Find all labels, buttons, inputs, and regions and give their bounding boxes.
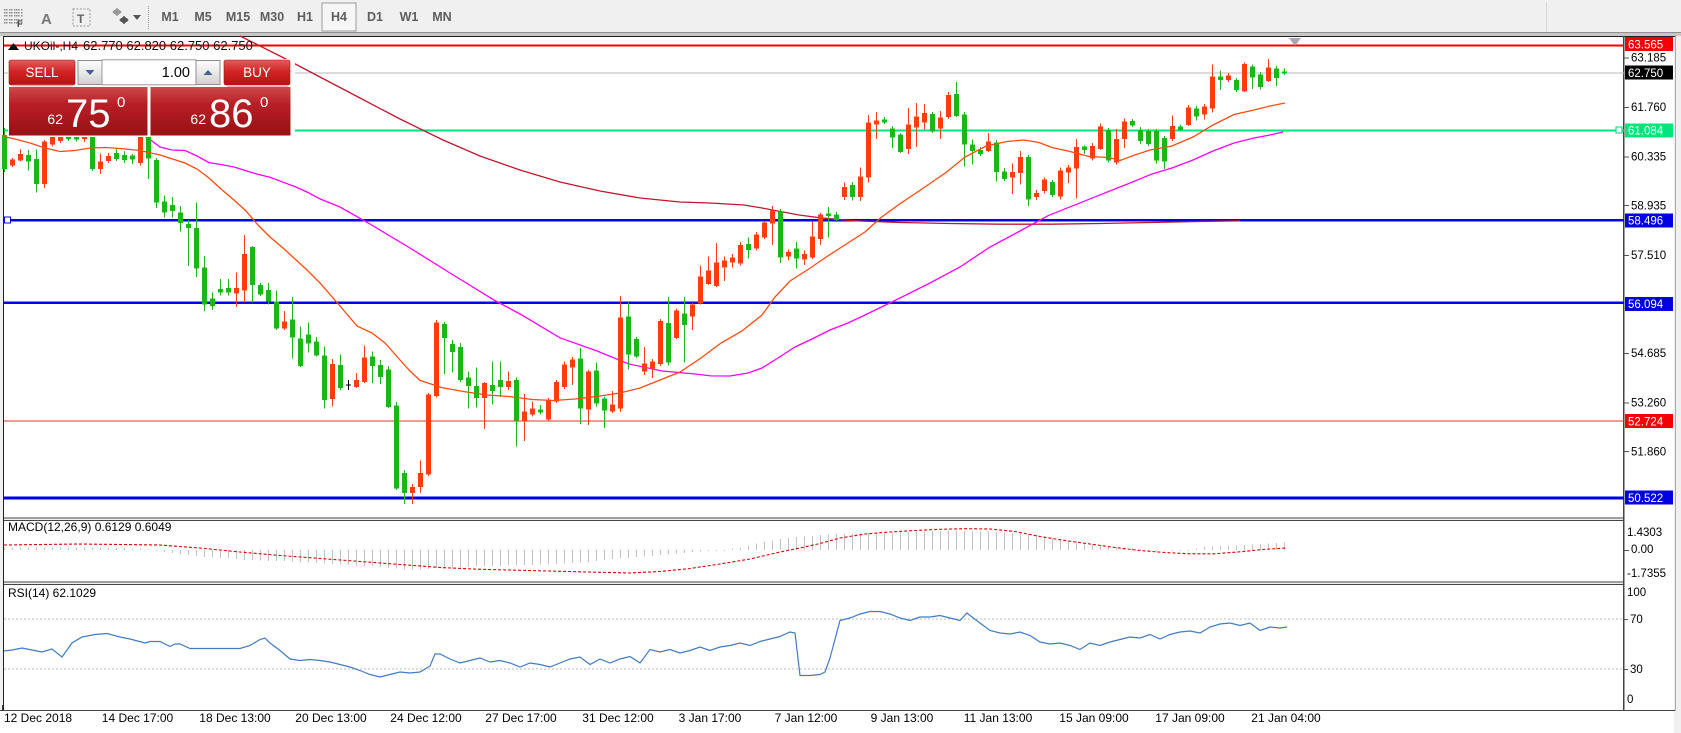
- svg-text:62: 62: [47, 111, 63, 127]
- svg-text:H4: H4: [331, 10, 347, 24]
- svg-text:61.084: 61.084: [1628, 126, 1664, 138]
- svg-text:100: 100: [1627, 587, 1646, 599]
- svg-text:MACD(12,26,9) 0.6129 0.6049: MACD(12,26,9) 0.6129 0.6049: [8, 520, 172, 534]
- svg-text:62.750: 62.750: [1628, 68, 1663, 80]
- svg-text:9 Jan 13:00: 9 Jan 13:00: [871, 711, 934, 725]
- svg-text:56.094: 56.094: [1628, 299, 1664, 311]
- svg-text:H1: H1: [297, 10, 313, 24]
- svg-text:3 Jan 17:00: 3 Jan 17:00: [679, 711, 742, 725]
- svg-text:W1: W1: [400, 10, 419, 24]
- svg-text:70: 70: [1630, 614, 1643, 626]
- svg-text:0: 0: [117, 94, 125, 111]
- svg-text:31 Dec 12:00: 31 Dec 12:00: [582, 711, 654, 725]
- svg-text:50.522: 50.522: [1628, 493, 1663, 505]
- svg-text:24 Dec 12:00: 24 Dec 12:00: [390, 711, 462, 725]
- svg-text:63.185: 63.185: [1631, 53, 1666, 65]
- svg-text:18 Dec 13:00: 18 Dec 13:00: [199, 711, 271, 725]
- svg-text:53.260: 53.260: [1631, 398, 1666, 410]
- svg-text:M15: M15: [226, 10, 250, 24]
- svg-text:T: T: [77, 12, 85, 26]
- svg-text:58.935: 58.935: [1631, 200, 1666, 212]
- svg-text:0: 0: [1627, 694, 1633, 706]
- svg-text:0.00: 0.00: [1631, 544, 1653, 556]
- svg-text:M5: M5: [194, 10, 211, 24]
- svg-text:D1: D1: [367, 10, 383, 24]
- svg-text:60.335: 60.335: [1631, 152, 1666, 164]
- svg-text:17 Jan 09:00: 17 Jan 09:00: [1155, 711, 1225, 725]
- svg-text:63.565: 63.565: [1628, 39, 1663, 51]
- svg-text:21 Jan 04:00: 21 Jan 04:00: [1251, 711, 1321, 725]
- svg-text:57.510: 57.510: [1631, 250, 1666, 262]
- svg-text:1.4303: 1.4303: [1627, 527, 1662, 539]
- svg-text:1.00: 1.00: [162, 65, 190, 81]
- svg-text:30: 30: [1630, 664, 1643, 676]
- svg-text:SELL: SELL: [25, 65, 59, 80]
- svg-text:M1: M1: [161, 10, 178, 24]
- svg-text:12 Dec 2018: 12 Dec 2018: [4, 711, 72, 725]
- svg-text:0: 0: [260, 94, 268, 111]
- svg-text:62.770 62.820 62.750 62.750: 62.770 62.820 62.750 62.750: [83, 38, 253, 53]
- svg-text:62: 62: [190, 111, 206, 127]
- svg-text:86: 86: [209, 92, 254, 136]
- svg-text:51.860: 51.860: [1631, 446, 1666, 458]
- svg-text:20 Dec 13:00: 20 Dec 13:00: [295, 711, 367, 725]
- svg-text:7 Jan 12:00: 7 Jan 12:00: [775, 711, 838, 725]
- svg-text:27 Dec 17:00: 27 Dec 17:00: [485, 711, 557, 725]
- svg-text:58.496: 58.496: [1628, 216, 1663, 228]
- svg-text:UKOil-,H4: UKOil-,H4: [24, 39, 78, 53]
- svg-text:15 Jan 09:00: 15 Jan 09:00: [1059, 711, 1129, 725]
- svg-text:F: F: [17, 19, 23, 29]
- svg-text:RSI(14) 62.1029: RSI(14) 62.1029: [8, 586, 96, 600]
- svg-text:11 Jan 13:00: 11 Jan 13:00: [964, 711, 1033, 725]
- svg-text:BUY: BUY: [243, 65, 271, 80]
- svg-text:14 Dec 17:00: 14 Dec 17:00: [102, 711, 174, 725]
- svg-text:A: A: [41, 11, 52, 28]
- svg-text:52.724: 52.724: [1628, 416, 1664, 428]
- svg-text:M30: M30: [260, 10, 284, 24]
- svg-text:75: 75: [66, 92, 111, 136]
- svg-text:-1.7355: -1.7355: [1627, 568, 1666, 580]
- svg-text:MN: MN: [432, 10, 451, 24]
- svg-text:54.685: 54.685: [1631, 348, 1666, 360]
- svg-text:61.760: 61.760: [1631, 102, 1666, 114]
